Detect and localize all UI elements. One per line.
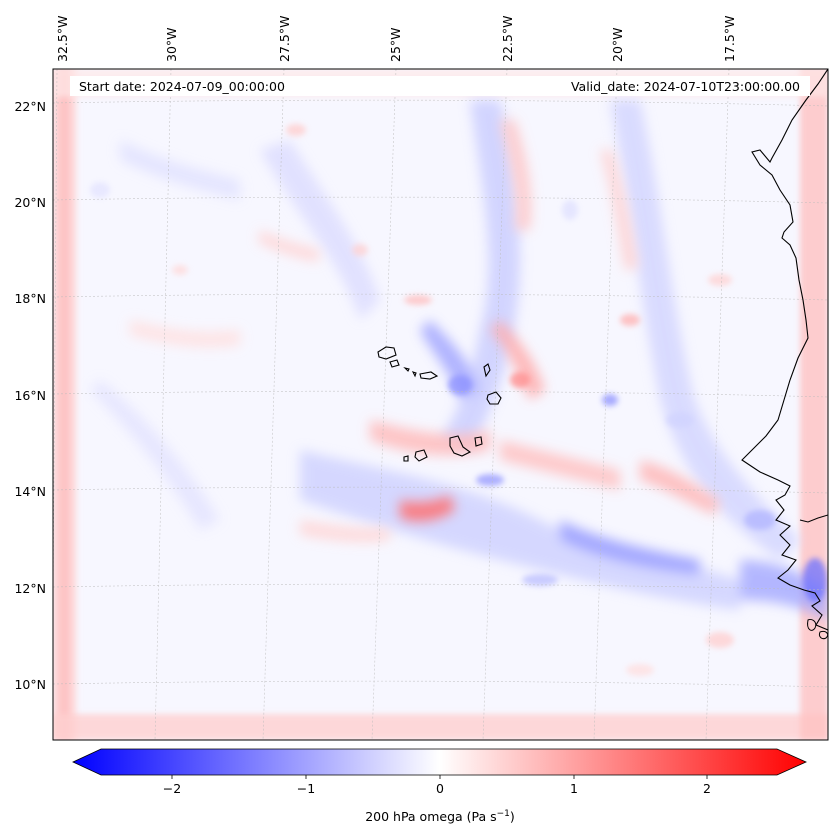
coastline-africa [741,69,828,631]
colorbar-label-close: ) [510,809,515,824]
graticule [53,69,828,740]
colorbar-tick-neg2: −2 [163,781,181,796]
colorbar-label: 200 hPa omega (Pa s−1) [365,809,515,824]
lon-label-25w: 25°W [388,27,403,62]
colorbar: −2 −1 0 1 2 200 hPa omega (Pa s−1) [72,748,807,824]
omega-field [53,69,828,740]
colorbar-label-exponent: −1 [497,809,510,819]
colorbar-tick-0: 0 [436,781,444,796]
latitude-labels: 22°N 20°N 18°N 16°N 14°N 12°N 10°N [14,99,46,692]
longitude-labels: 32.5°W 30°W 27.5°W 25°W 22.5°W 20°W 17.5… [55,16,737,62]
header-strip [70,76,810,96]
colorbar-tick-2: 2 [703,781,711,796]
colorbar-gradient [72,748,807,776]
valid-date-label: Valid_date: 2024-07-10T23:00:00.00 [571,79,800,94]
map-frame [52,68,829,741]
colorbar-tick-1: 1 [570,781,578,796]
colorbar-label-main: 200 hPa omega (Pa s [365,809,496,824]
lat-label-16n: 16°N [14,388,46,403]
lon-label-27-5w: 27.5°W [277,16,292,62]
colorbar-ticks [171,775,708,779]
lon-label-20w: 20°W [610,27,625,62]
lat-label-22n: 22°N [14,99,46,114]
lon-label-30w: 30°W [164,27,179,62]
lon-label-32-5w: 32.5°W [55,16,70,62]
lat-label-12n: 12°N [14,581,46,596]
lat-label-18n: 18°N [14,291,46,306]
cape-verde-islands [377,346,502,462]
lat-label-10n: 10°N [14,677,46,692]
lat-label-20n: 20°N [14,195,46,210]
start-date-label: Start date: 2024-07-09_00:00:00 [79,79,285,94]
colorbar-tick-neg1: −1 [297,781,315,796]
lon-label-22-5w: 22.5°W [500,16,515,62]
lon-label-17-5w: 17.5°W [722,16,737,62]
lat-label-14n: 14°N [14,484,46,499]
